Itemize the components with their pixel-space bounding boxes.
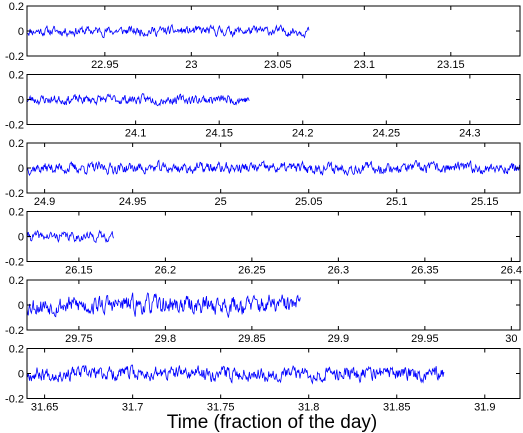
x-tick-label: 24.1 — [125, 128, 146, 140]
x-tick-label: 31.75 — [207, 402, 235, 414]
y-tick-label: 0 — [18, 26, 24, 38]
x-tick-label: 29.75 — [65, 333, 93, 345]
series-line-6-1 — [27, 364, 445, 385]
y-tick-label: -0.2 — [5, 120, 24, 132]
subplot-1: 22.95 23 23.05 23.1 23.15 -0.2 0 0.2 — [5, 1, 521, 71]
y-tick-label: 0.2 — [9, 207, 24, 219]
subplot-6: 31.65 31.7 31.75 31.8 31.85 31.9 -0.2 0 0.2 — [5, 344, 521, 414]
x-tick-label: 26.15 — [65, 265, 93, 277]
axes-frame — [26, 211, 521, 262]
y-tick-label: 0.2 — [9, 70, 24, 82]
y-tick-label: -0.2 — [5, 188, 24, 200]
series-line-3-1 — [27, 159, 520, 177]
y-tick-label: 0 — [18, 163, 24, 175]
x-tick-label: 29.8 — [155, 333, 176, 345]
x-tick-label: 29.95 — [411, 333, 439, 345]
subplot-2: 24.1 24.15 24.2 24.25 24.3 -0.2 0 0.2 — [5, 70, 521, 140]
subplot-5: 29.75 29.8 29.85 29.9 29.95 30 -0.2 0 0.2 — [5, 275, 521, 345]
x-tick-label: 25.15 — [471, 196, 499, 208]
y-tick-label: -0.2 — [5, 325, 24, 337]
axes-frame — [26, 5, 521, 57]
y-tick-label: 0 — [18, 95, 24, 107]
x-tick-label: 24.9 — [34, 196, 55, 208]
y-tick-label: -0.2 — [5, 394, 24, 406]
x-tick-label: 31.8 — [298, 402, 319, 414]
y-tick-label: 0.2 — [9, 1, 24, 13]
x-tick-label: 31.65 — [31, 402, 59, 414]
x-tick-label: 24.2 — [292, 128, 313, 140]
x-tick-label: 30 — [505, 333, 517, 345]
series-line-1-1 — [27, 23, 310, 39]
y-tick-label: 0.2 — [9, 138, 24, 150]
series-line-4-1 — [27, 229, 114, 244]
y-tick-label: -0.2 — [5, 51, 24, 63]
y-tick-label: 0.2 — [9, 275, 24, 287]
subplot-3: 24.9 24.95 25 25.05 25.1 25.15 -0.2 0 0.2 — [5, 138, 521, 208]
x-tick-label: 24.3 — [459, 128, 480, 140]
x-tick-label: 22.95 — [91, 59, 119, 71]
y-tick-label: 0 — [18, 369, 24, 381]
y-tick-label: 0 — [18, 300, 24, 312]
x-tick-label: 23 — [185, 59, 197, 71]
subplot-4: 26.15 26.2 26.25 26.3 26.35 26.4 -0.2 0 0.2 — [5, 207, 522, 277]
series-line-5-1 — [27, 292, 301, 318]
x-tick-label: 26.25 — [238, 265, 266, 277]
x-tick-label: 31.85 — [383, 402, 411, 414]
x-tick-label: 26.35 — [411, 265, 439, 277]
x-tick-label: 25.05 — [295, 196, 323, 208]
x-tick-label: 29.9 — [328, 333, 349, 345]
y-tick-label: 0 — [18, 232, 24, 244]
x-tick-label: 26.3 — [328, 265, 349, 277]
x-tick-label: 24.95 — [119, 196, 147, 208]
x-tick-label: 26.4 — [501, 265, 522, 277]
x-tick-label: 23.05 — [264, 59, 292, 71]
x-tick-label: 24.15 — [205, 128, 233, 140]
series-line-2-1 — [27, 93, 250, 107]
x-tick-label: 23.15 — [437, 59, 465, 71]
x-tick-label: 29.85 — [238, 333, 266, 345]
x-tick-label: 23.1 — [354, 59, 375, 71]
x-tick-label: 31.7 — [122, 402, 143, 414]
x-tick-label: 24.25 — [373, 128, 401, 140]
subplot-stack: 22.95 23 23.05 23.1 23.15-0.200.224.1 24.15 24… — [5, 1, 522, 414]
x-axis-label: Time (fraction of the day) — [167, 412, 377, 433]
x-tick-label: 31.9 — [474, 402, 495, 414]
y-tick-label: 0.2 — [9, 344, 24, 356]
x-tick-label: 25.1 — [386, 196, 407, 208]
x-tick-label: 25 — [215, 196, 227, 208]
x-tick-label: 26.2 — [155, 265, 176, 277]
y-tick-label: -0.2 — [5, 257, 24, 269]
